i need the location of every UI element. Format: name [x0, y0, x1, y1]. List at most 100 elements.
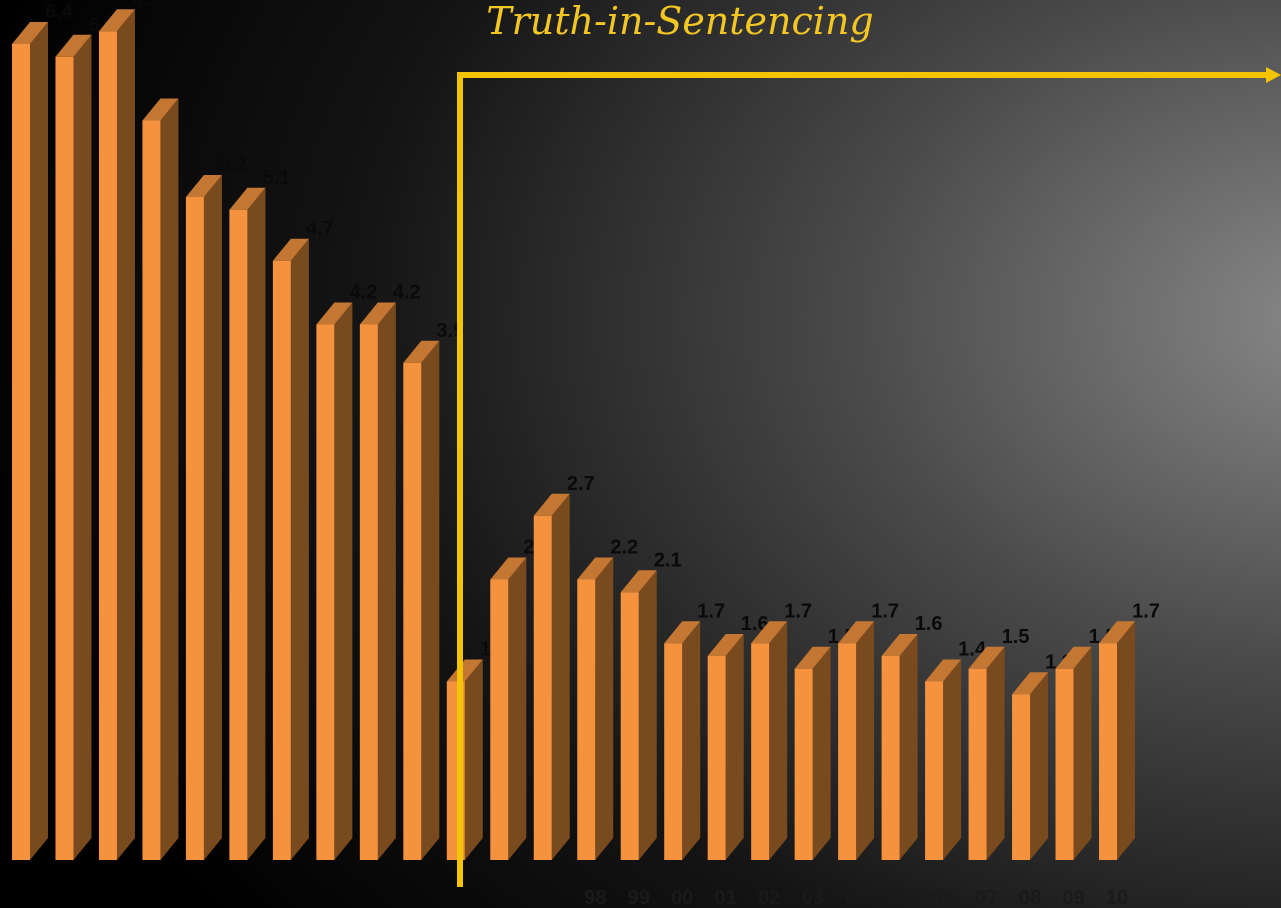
- x-tick-label: 04: [845, 887, 868, 908]
- x-tick-label: 06: [932, 887, 954, 908]
- bar: [838, 643, 857, 860]
- bar: [98, 31, 117, 860]
- bar-top: [490, 557, 527, 580]
- x-tick-label: 98: [584, 887, 606, 908]
- bar: [12, 44, 30, 860]
- bar-top: [620, 570, 657, 593]
- bar-side: [725, 634, 744, 860]
- x-tick-label: 07: [975, 887, 997, 908]
- value-label: 1.7: [871, 600, 899, 622]
- bar-top: [98, 9, 135, 32]
- bar-top: [881, 634, 918, 656]
- bar-side: [30, 22, 48, 860]
- bar-side: [551, 493, 570, 860]
- bar: [577, 579, 596, 860]
- value-label: 4.2: [349, 282, 377, 304]
- x-tick-label: 03: [802, 887, 824, 908]
- chart-title: Truth-in-Sentencing: [486, 0, 874, 43]
- bar-top: [55, 34, 92, 57]
- bar-side: [160, 98, 179, 860]
- bar-side: [812, 646, 831, 860]
- bar: [359, 324, 378, 860]
- bar-side: [290, 238, 309, 860]
- value-label: 1.7: [1132, 600, 1160, 622]
- bar-top: [533, 493, 570, 516]
- bar: [664, 643, 683, 860]
- bar: [794, 668, 813, 860]
- x-tick-label: 02: [758, 887, 780, 908]
- bar-side: [682, 621, 701, 860]
- value-label: 5.1: [262, 167, 290, 189]
- bar-top: [446, 659, 483, 682]
- value-label: 1.5: [1002, 626, 1030, 648]
- bar-top: [1012, 672, 1049, 695]
- bar-top: [316, 302, 353, 325]
- bar-side: [421, 340, 440, 860]
- bar: [707, 656, 726, 860]
- value-label: 5.8: [176, 78, 204, 100]
- bar-side: [73, 34, 92, 860]
- bracket: [457, 72, 1268, 887]
- bar-top: [229, 187, 266, 210]
- bar: [1099, 643, 1117, 860]
- bar-side: [334, 302, 353, 860]
- value-label: 1.4: [958, 639, 987, 661]
- bar-top: [403, 340, 440, 363]
- value-label: 2.1: [654, 549, 682, 571]
- bar: [490, 579, 509, 860]
- bar-top: [1099, 621, 1135, 644]
- bar-top: [1055, 646, 1092, 669]
- x-tick-label: 08: [1019, 887, 1041, 908]
- bar-top: [185, 175, 222, 197]
- bar: [1055, 668, 1074, 860]
- x-tick-label: 05: [888, 887, 910, 908]
- value-label: 5.2: [219, 154, 247, 176]
- bar-side: [1073, 646, 1092, 860]
- bars: 6.46.36.55.85.25.14.74.24.23.91.42.22.72…: [12, 0, 1160, 908]
- x-tick-label: 99: [628, 887, 650, 908]
- x-tick-label: 10: [1106, 887, 1128, 908]
- bar-top: [794, 646, 831, 669]
- bar: [272, 260, 291, 860]
- bar: [403, 362, 422, 860]
- bar-top: [12, 22, 48, 44]
- value-label: 4.2: [393, 282, 421, 304]
- bar-side: [769, 621, 788, 860]
- bar-side: [595, 557, 614, 860]
- bar-side: [1117, 621, 1135, 860]
- value-label: 6.5: [132, 0, 160, 10]
- x-tick-label: 00: [671, 887, 693, 908]
- value-label: 6.4: [45, 1, 74, 23]
- bar-side: [1030, 672, 1049, 860]
- bar-side: [986, 646, 1005, 860]
- bar-top: [838, 621, 875, 644]
- bar: [751, 643, 770, 860]
- bar-side: [203, 175, 222, 860]
- bar-top: [968, 646, 1005, 669]
- bar-side: [116, 9, 135, 860]
- bar-top: [664, 621, 701, 644]
- value-label: 4.7: [306, 218, 334, 240]
- bar-side: [943, 659, 962, 860]
- value-label: 2.2: [610, 537, 638, 559]
- x-tick-label: 09: [1062, 887, 1084, 908]
- value-label: 1.7: [697, 600, 725, 622]
- bar-top: [577, 557, 614, 580]
- bar: [142, 120, 161, 860]
- value-label: 1.6: [741, 613, 769, 635]
- value-label: 1.7: [784, 600, 812, 622]
- bar-side: [377, 302, 396, 860]
- bar-top: [142, 98, 179, 121]
- bar: [620, 592, 639, 860]
- bar-top: [707, 634, 744, 656]
- bar: [925, 681, 944, 860]
- bar-top: [925, 659, 962, 682]
- bar-side: [247, 187, 266, 860]
- value-label: 1.6: [915, 613, 943, 635]
- bar: [55, 56, 74, 860]
- bar: [316, 324, 335, 860]
- value-label: 2.7: [567, 473, 595, 495]
- bar-top: [751, 621, 788, 644]
- bar: [533, 515, 552, 860]
